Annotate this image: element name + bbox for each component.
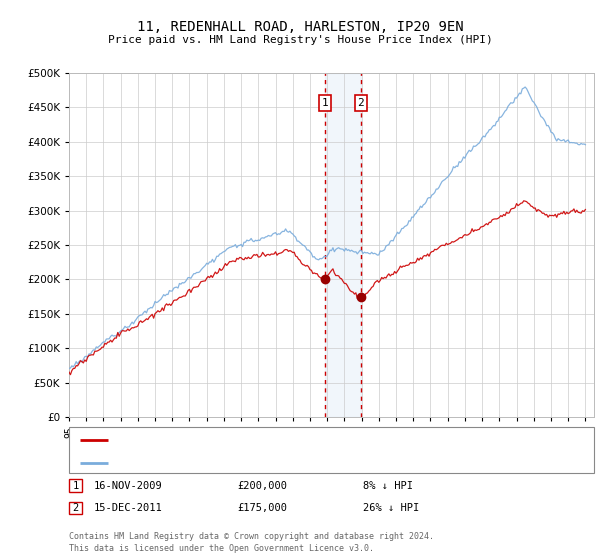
Bar: [325, 73, 361, 417]
Text: 2: 2: [73, 503, 79, 513]
Text: Contains HM Land Registry data © Crown copyright and database right 2024.
This d: Contains HM Land Registry data © Crown c…: [69, 533, 434, 553]
Text: £200,000: £200,000: [237, 480, 287, 491]
Text: 11, REDENHALL ROAD, HARLESTON, IP20 9EN: 11, REDENHALL ROAD, HARLESTON, IP20 9EN: [137, 20, 463, 34]
Text: 1: 1: [322, 98, 329, 108]
Text: 8% ↓ HPI: 8% ↓ HPI: [363, 480, 413, 491]
Text: 2: 2: [358, 98, 364, 108]
Text: 11, REDENHALL ROAD, HARLESTON, IP20 9EN (detached house): 11, REDENHALL ROAD, HARLESTON, IP20 9EN …: [112, 435, 441, 445]
Text: Price paid vs. HM Land Registry's House Price Index (HPI): Price paid vs. HM Land Registry's House …: [107, 35, 493, 45]
Text: £175,000: £175,000: [237, 503, 287, 513]
Text: 26% ↓ HPI: 26% ↓ HPI: [363, 503, 419, 513]
Text: 1: 1: [73, 480, 79, 491]
Text: 15-DEC-2011: 15-DEC-2011: [94, 503, 163, 513]
Text: HPI: Average price, detached house, South Norfolk: HPI: Average price, detached house, Sout…: [112, 458, 400, 468]
Text: 16-NOV-2009: 16-NOV-2009: [94, 480, 163, 491]
